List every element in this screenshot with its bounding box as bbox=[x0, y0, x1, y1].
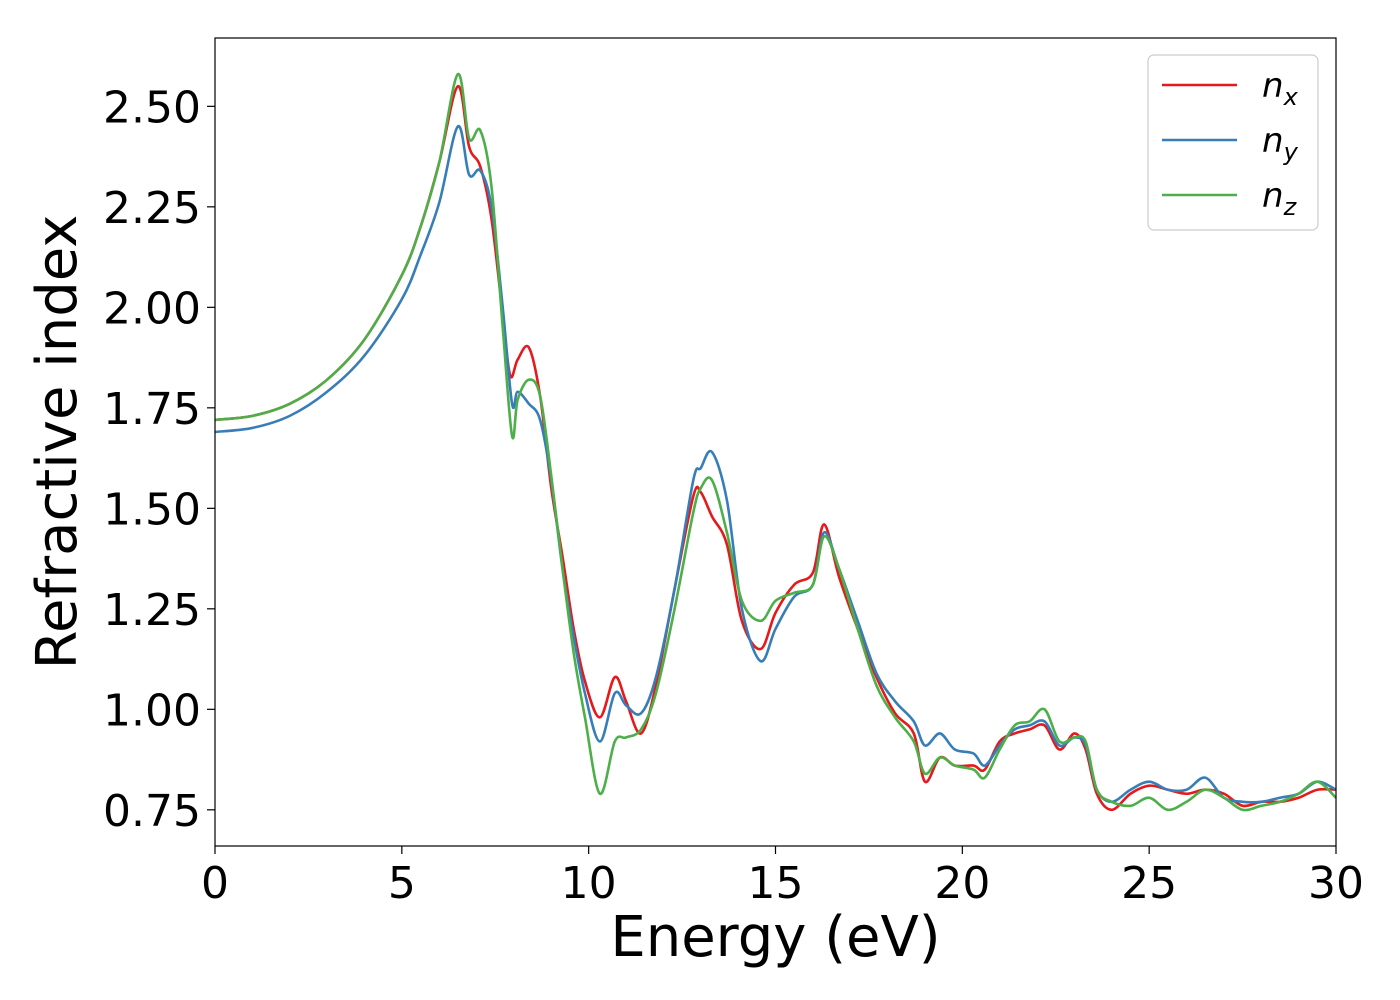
legend-label-n_y: ny bbox=[1262, 121, 1299, 166]
x-tick-label: 0 bbox=[201, 858, 229, 909]
y-tick-label: 2.50 bbox=[103, 82, 201, 133]
series-layer bbox=[215, 72, 1336, 812]
y-axis-title: Refractive index bbox=[25, 215, 90, 670]
x-tick-label: 30 bbox=[1308, 858, 1364, 909]
x-tick-label: 15 bbox=[748, 858, 804, 909]
x-axis-title: Energy (eV) bbox=[610, 905, 940, 970]
y-tick-label: 0.75 bbox=[103, 786, 201, 837]
legend-label-n_z: nz bbox=[1262, 176, 1298, 221]
y-tick-label: 1.25 bbox=[103, 585, 201, 636]
legend: nx ny nz bbox=[1147, 54, 1319, 231]
legend-label-n_x: nx bbox=[1262, 66, 1299, 111]
legend-box bbox=[1147, 54, 1319, 231]
series-line-n_z bbox=[215, 72, 1336, 812]
x-tick-label: 10 bbox=[561, 858, 617, 909]
y-tick-label: 2.00 bbox=[103, 283, 201, 334]
y-tick-label: 1.00 bbox=[103, 685, 201, 736]
y-tick-label: 2.25 bbox=[103, 183, 201, 234]
series-line-n_x bbox=[215, 84, 1336, 812]
y-tick-label: 1.50 bbox=[103, 484, 201, 535]
x-tick-label: 20 bbox=[934, 858, 990, 909]
x-tick-label: 5 bbox=[388, 858, 416, 909]
y-tick-label: 1.75 bbox=[103, 384, 201, 435]
ticks-layer: 0 5 10 15 20 25 30 0.75 1.00 1.25 1.50 1.75 2.00 2.25… bbox=[103, 82, 1364, 909]
x-tick-label: 25 bbox=[1121, 858, 1177, 909]
